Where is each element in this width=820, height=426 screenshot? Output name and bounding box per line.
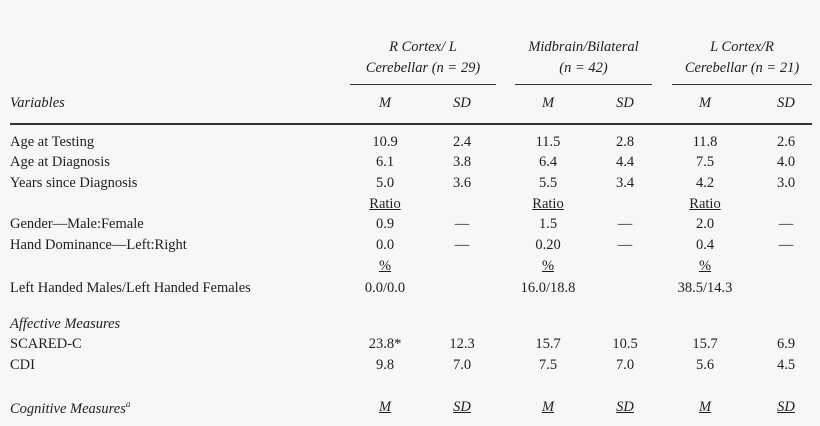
row-label-text: Years since Diagnosis [10,175,138,191]
col-header-m: M [541,95,555,111]
row-label: CDI [10,357,35,374]
group-rule [672,84,812,85]
table-cell: 7.0 [452,357,472,373]
row-label: Age at Testing [10,134,94,151]
col-header-sd: SD [453,95,471,111]
row-label: Gender—Male:Female [10,216,144,233]
table-cell: — [778,237,794,253]
header-rule [10,123,812,125]
group-title-line2: Cerebellar (n = 29) [365,60,481,76]
group-title-line1: R Cortex/ L [389,39,457,55]
table-cell: 0.0/0.0 [364,280,406,296]
col-header-sd: SD [777,95,795,111]
table-cell: — [617,237,633,253]
table-cell: — [454,216,470,232]
group-header-midbrain: Midbrain/Bilateral (n = 42) [515,37,652,79]
table-cell: 0.9 [375,216,395,232]
table-cell: 10.5 [612,336,638,352]
table-cell: SD [453,399,471,415]
row-label-text: Cognitive Measures [10,400,126,417]
table-cell: Ratio [689,196,721,212]
table-cell: % [541,258,555,274]
table-cell: 7.0 [615,357,635,373]
table-cell: 6.1 [375,154,395,170]
table-cell: M [378,399,392,415]
table-cell: 4.4 [615,154,635,170]
table-cell: 15.7 [535,336,561,352]
table-cell: 38.5/14.3 [677,280,733,296]
row-label: Years since Diagnosis [10,175,137,192]
row-label-text: Hand Dominance—Left:Right [10,237,187,253]
table-cell: 16.0/18.8 [520,280,576,296]
table-cell: 2.6 [776,134,796,150]
table-cell: SD [616,399,634,415]
table-cell: 12.3 [449,336,475,352]
row-label: Left Handed Males/Left Handed Females [10,280,251,297]
table-cell: 6.4 [538,154,558,170]
table-cell: 3.4 [615,175,635,191]
group-rule [350,84,496,85]
table-cell: 0.0 [375,237,395,253]
col-header-sd: SD [616,95,634,111]
table-cell: 4.0 [776,154,796,170]
variables-header: Variables [10,95,65,111]
table-cell: 3.8 [452,154,472,170]
table-cell: 2.4 [452,134,472,150]
table-cell: Ratio [532,196,564,212]
table-cell: M [541,399,555,415]
table-cell: 7.5 [538,357,558,373]
col-header-m: M [378,95,392,111]
table-cell: 2.8 [615,134,635,150]
table-cell: — [454,237,470,253]
table-cell: 1.5 [538,216,558,232]
row-label: Hand Dominance—Left:Right [10,237,187,254]
table-cell: 11.8 [692,134,718,150]
group-rule [515,84,652,85]
row-label-text: Age at Diagnosis [10,154,110,170]
group-header-l-cortex: L Cortex/R Cerebellar (n = 21) [672,37,812,79]
group-title-line2: (n = 42) [559,60,608,76]
col-header-m: M [698,95,712,111]
row-label: SCARED-C [10,336,82,353]
group-title-line2: Cerebellar (n = 21) [684,60,800,76]
row-label: Cognitive Measuresa [10,399,130,418]
row-label-text: Left Handed Males/Left Handed Females [10,280,251,296]
footnote-marker: a [125,399,131,409]
table-cell: 5.6 [695,357,715,373]
table-cell: 9.8 [375,357,395,373]
row-label-text: Affective Measures [10,316,121,332]
table-cell: 11.5 [535,134,561,150]
row-label: Affective Measures [10,316,120,333]
table-cell: 4.5 [776,357,796,373]
row-label-text: Age at Testing [10,134,95,150]
table-cell: 6.9 [776,336,796,352]
row-label-text: Gender—Male:Female [10,216,144,232]
table-cell: 2.0 [695,216,715,232]
table-cell: 5.5 [538,175,558,191]
table-cell: 4.2 [695,175,715,191]
table-cell: M [698,399,712,415]
table-cell: 0.20 [535,237,561,253]
group-title-line1: Midbrain/Bilateral [528,39,639,55]
group-header-r-cortex: R Cortex/ L Cerebellar (n = 29) [350,37,496,79]
table-cell: — [778,216,794,232]
table-cell: 5.0 [375,175,395,191]
row-label-text: CDI [10,357,35,373]
table-cell: % [698,258,712,274]
table-cell: SD [777,399,795,415]
table-cell: 15.7 [692,336,718,352]
table-cell: 3.6 [452,175,472,191]
table-cell: Ratio [369,196,401,212]
table-cell: 0.4 [695,237,715,253]
row-label: Age at Diagnosis [10,154,110,171]
group-title-line1: L Cortex/R [710,39,774,55]
table-cell: — [617,216,633,232]
table-cell: 23.8* [368,336,402,352]
table-cell: 3.0 [776,175,796,191]
table-cell: % [378,258,392,274]
row-label-text: SCARED-C [10,336,82,352]
table-cell: 10.9 [372,134,398,150]
table-cell: 7.5 [695,154,715,170]
